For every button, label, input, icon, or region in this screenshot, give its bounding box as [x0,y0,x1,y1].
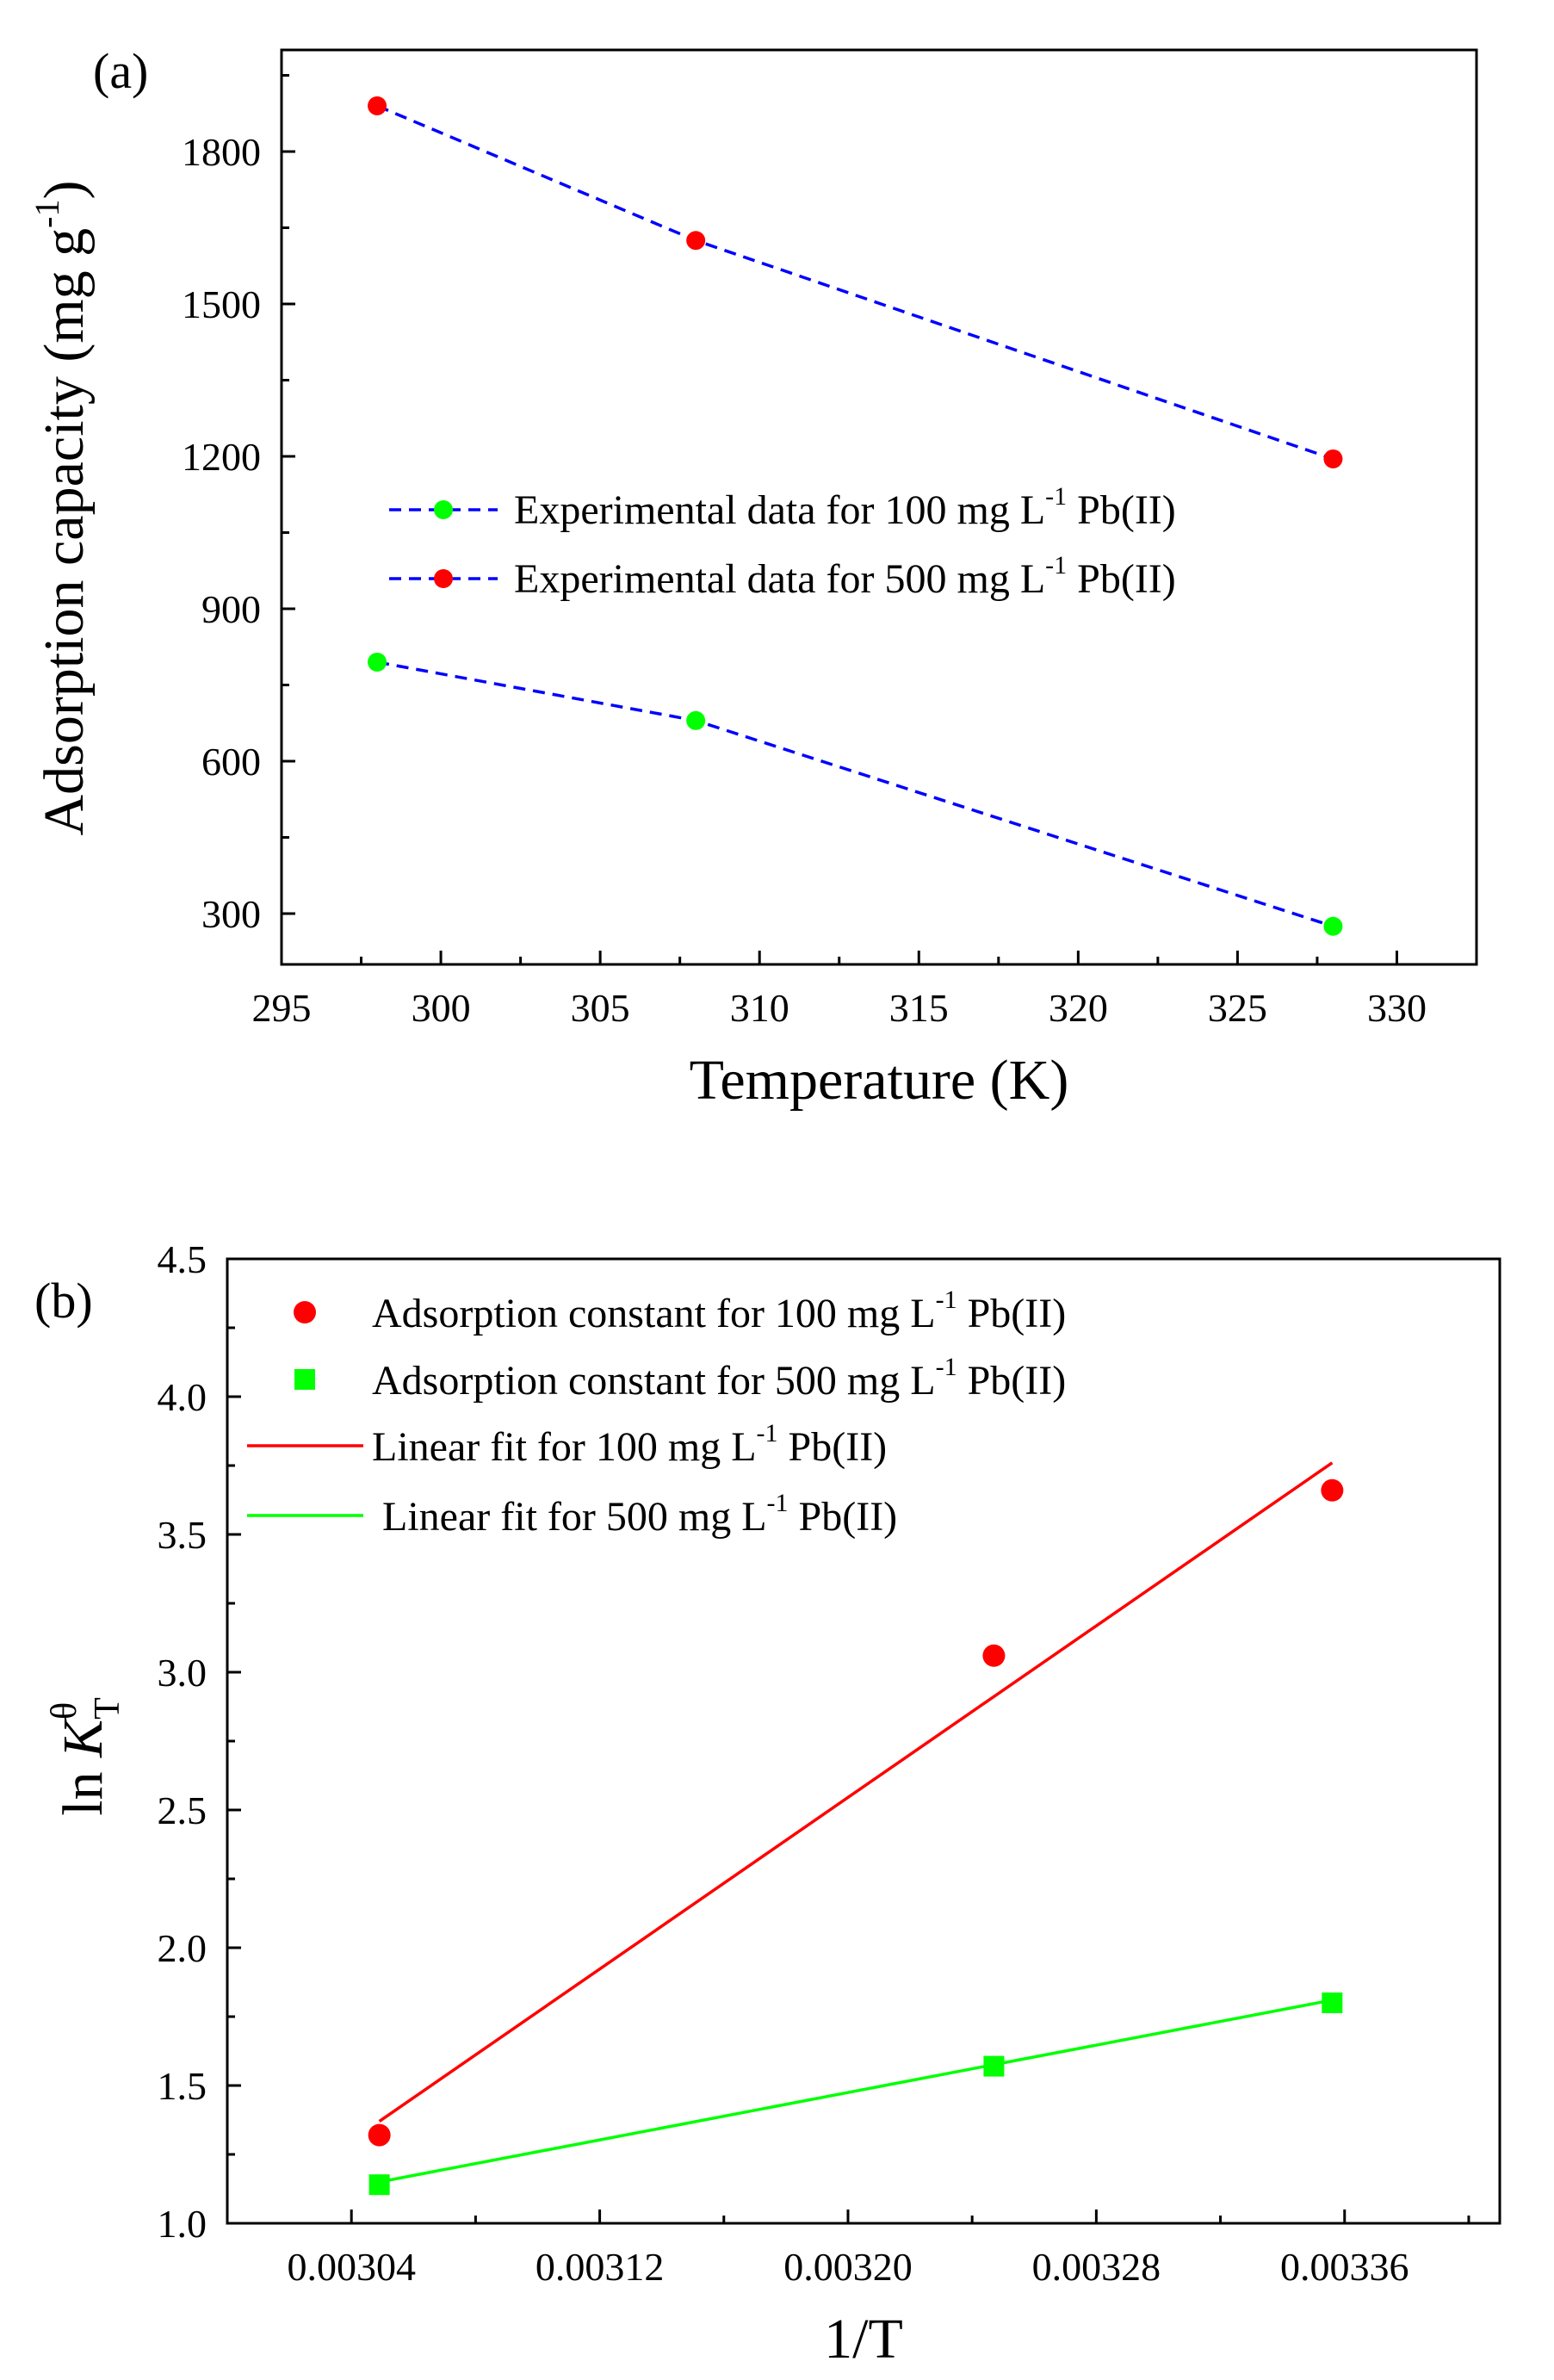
chart-panel-b: 0.00304 0.00312 0.00320 0.00328 0.00336 1.0 1.… [34,1237,1501,2371]
data-point-a [686,710,706,730]
x-tick-label-a: 310 [730,986,789,1030]
x-axis-label-a: Temperature (K) [690,1049,1069,1112]
axis-ticks-a: 295 300 305 310 315 320 325 330 300 600 900 1200 150… [182,74,1427,1030]
data-point-b-circle [982,1644,1006,1667]
legend-b-marker-1 [294,1301,316,1323]
plot-frame-a [280,48,1478,966]
panel-label-a: (a) [93,43,148,99]
legend-b-text-4: Linear fit for 500 mg L-1 Pb(II) [372,1489,897,1540]
chart-panel-a: 295 300 305 310 315 320 325 330 300 600 900 1200 150… [28,43,1478,1112]
y-axis-label-a: Adsorption capacity (mg g-1) [28,181,96,836]
data-point-b-square [368,2174,390,2196]
legend-a-marker-2 [434,569,453,588]
legend-b-text-3: Linear fit for 100 mg L-1 Pb(II) [372,1419,887,1470]
legend-b-item-2: Adsorption constant for 500 mg L-1 Pb(II… [294,1353,1066,1404]
y-tick-label-a: 900 [201,587,261,631]
y-axis-label-a-end: ) [33,181,96,200]
y-tick-label-b: 3.0 [158,1651,207,1695]
y-tick-label-b: 3.5 [158,1513,207,1557]
y-tick-label-a: 300 [201,892,261,936]
axis-ticks-b: 0.00304 0.00312 0.00320 0.00328 0.00336 1.0 1.… [158,1237,1470,2289]
data-point-a [1323,449,1343,468]
y-tick-label-b: 1.0 [158,2202,207,2246]
legend-a: Experimental data for 100 mg L-1 Pb(II) … [389,482,1176,602]
x-tick-label-a: 320 [1049,986,1108,1030]
data-point-a [686,231,706,251]
y-tick-label-b: 2.0 [158,1926,207,1970]
fit-line-b-2 [379,1999,1333,2184]
x-tick-label-b: 0.00312 [536,2245,665,2289]
y-tick-label-a: 600 [201,740,261,784]
legend-b-item-3: Linear fit for 100 mg L-1 Pb(II) [247,1419,887,1470]
legend-a-text-1: Experimental data for 100 mg L-1 Pb(II) [514,482,1176,533]
data-point-b-square [983,2055,1005,2077]
legend-b: Adsorption constant for 100 mg L-1 Pb(II… [247,1286,1066,1540]
y-tick-label-a: 1500 [182,282,261,326]
legend-b-text-2: Adsorption constant for 500 mg L-1 Pb(II… [372,1353,1066,1404]
series-line-a-2 [376,104,1334,461]
fit-lines-b [378,1461,1334,2184]
x-tick-label-b: 0.00328 [1032,2245,1161,2289]
plot-frame-b [226,1257,1501,2225]
y-tick-label-b: 4.0 [158,1375,207,1419]
x-tick-label-a: 300 [412,986,471,1030]
y-tick-label-a: 1200 [182,435,261,479]
series-line-a-1 [376,660,1334,928]
data-point-a [368,96,387,115]
data-point-b-circle [368,2123,391,2147]
x-tick-label-a: 315 [889,986,949,1030]
x-tick-label-a: 330 [1367,986,1427,1030]
legend-a-item-2: Experimental data for 500 mg L-1 Pb(II) [389,551,1176,602]
data-point-a [1323,916,1343,936]
legend-b-marker-2 [294,1369,315,1390]
y-tick-label-b: 2.5 [158,1788,207,1832]
legend-b-item-1: Adsorption constant for 100 mg L-1 Pb(II… [294,1286,1066,1336]
legend-b-text-1: Adsorption constant for 100 mg L-1 Pb(II… [372,1286,1066,1336]
x-tick-label-a: 305 [571,986,630,1030]
legend-a-text-2: Experimental data for 500 mg L-1 Pb(II) [514,551,1176,602]
data-point-b-circle [1321,1478,1344,1502]
data-points-a [368,96,1343,936]
y-tick-label-b: 4.5 [158,1237,207,1281]
data-point-a [368,652,387,672]
panel-label-b: (b) [34,1273,93,1329]
y-axis-label-b: ln KθT [45,1697,127,1816]
x-tick-label-b: 0.00304 [287,2245,416,2289]
data-point-b-square [1322,1993,1343,2013]
x-tick-label-a: 295 [252,986,312,1030]
y-tick-label-a: 1800 [182,130,261,174]
legend-a-item-1: Experimental data for 100 mg L-1 Pb(II) [389,482,1176,533]
y-axis-label-a-sup: -1 [28,199,66,227]
x-tick-label-a: 325 [1208,986,1267,1030]
fit-line-b-1 [378,1461,1334,2123]
data-points-b [368,1478,1344,2196]
y-axis-label-a-main: Adsorption capacity (mg g [33,228,96,836]
legend-b-item-4: Linear fit for 500 mg L-1 Pb(II) [247,1489,897,1540]
x-tick-label-b: 0.00320 [783,2245,913,2289]
legend-a-marker-1 [434,500,453,519]
x-axis-label-b: 1/T [824,2308,903,2371]
y-tick-label-b: 1.5 [158,2064,207,2108]
x-tick-label-b: 0.00336 [1280,2245,1409,2289]
